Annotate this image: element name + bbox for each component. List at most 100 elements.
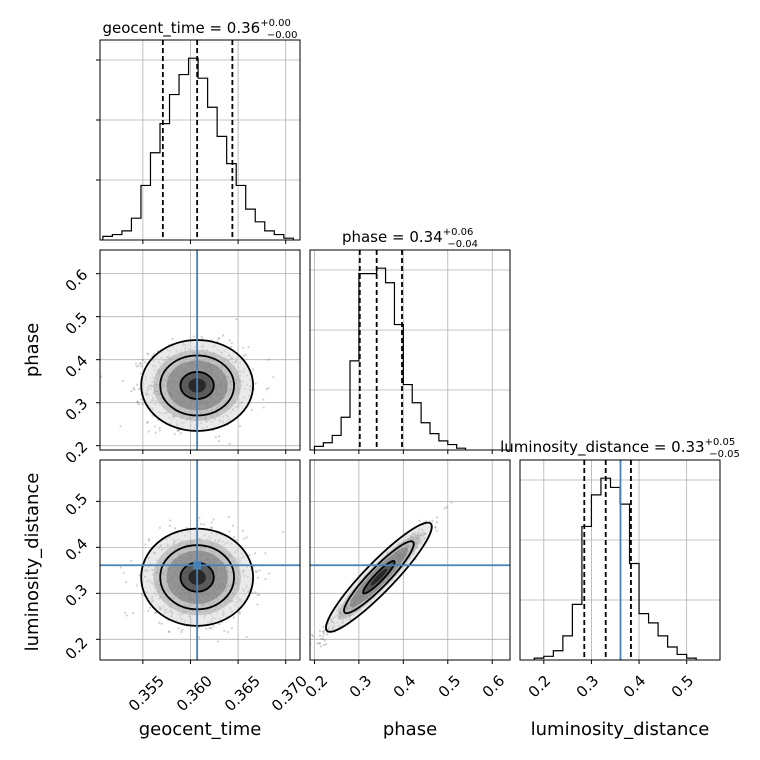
x-axis-label-luminosity-distance: luminosity_distance [531,719,710,740]
scatter-point [160,622,163,625]
scatter-point [139,372,142,375]
scatter-point [217,337,220,340]
scatter-point [158,526,161,529]
scatter-point [168,524,171,527]
scatter-point [137,403,140,406]
panel-content [310,250,510,450]
scatter-point [264,552,267,555]
y-ticks-luminosity-distance: 0.2 0.3 0.4 0.5 [62,490,92,664]
y-tick-label: 0.2 [62,634,92,664]
scatter-point [268,572,271,575]
scatter-point [136,383,139,386]
scatter-point [254,382,257,385]
scatter-phase-vs-luminosity-distance-panel [298,459,511,667]
scatter-point [144,543,147,546]
scatter-point [434,525,437,529]
y-axis-label-luminosity-distance: luminosity_distance [22,473,43,652]
scatter-point [223,629,226,633]
x-tick-label: 0.3 [346,672,376,702]
scatter-point [228,530,231,533]
x-tick-label: 0.3 [573,672,603,702]
scatter-point [153,425,157,428]
scatter-point [138,574,141,577]
scatter-point [124,581,127,584]
scatter-point [152,352,155,355]
scatter-point [119,566,122,569]
scatter-point [265,388,268,391]
scatter-point [200,523,203,526]
hist-phase-panel [309,249,511,454]
scatter-point [125,614,128,617]
scatter-point [123,611,127,614]
scatter-point [132,387,135,390]
scatter-point [228,339,231,342]
scatter-point [148,606,152,609]
scatter-point [244,353,247,356]
scatter-point [282,531,285,534]
y-tick-label: 0.4 [62,352,92,382]
panel-content [100,40,300,240]
scatter-point [258,569,261,572]
scatter-point [445,506,448,509]
contour-line [362,560,396,595]
scatter-point [169,519,172,522]
scatter-point [140,365,143,368]
scatter-point [154,611,158,614]
scatter-point [176,429,179,432]
scatter-point [173,433,176,436]
scatter-point [436,516,439,519]
scatter-point [434,526,437,529]
x-tick-label: 0.360 [173,672,216,715]
scatter-point [147,430,150,433]
hist-geocent-time-panel [96,39,301,244]
scatter-point [139,362,143,365]
scatter-point [262,406,265,409]
x-ticks-luminosity-distance: 0.2 0.3 0.4 0.5 [525,672,698,702]
scatter-point [256,603,259,606]
panel-content [100,250,300,450]
scatter-point [154,611,157,614]
scatter-point [318,634,321,637]
scatter-point [311,635,315,638]
scatter-point [154,431,157,434]
scatter-point [144,361,147,364]
scatter-point [148,537,151,541]
title-luminosity-distance: luminosity_distance = 0.33+0.05 −0.05 [500,437,740,460]
scatter-point [208,626,211,630]
scatter-point [134,362,137,365]
scatter-point [226,630,230,634]
scatter-point [431,519,434,522]
scatter-point [298,665,300,667]
scatter-point [100,375,103,378]
scatter-point [141,358,144,362]
scatter-point [242,354,245,357]
scatter-point [239,425,242,428]
scatter-point [418,519,421,522]
x-axis-label-phase: phase [383,719,437,740]
scatter-point [316,642,319,645]
scatter-point [250,409,253,412]
x-tick-label: 0.370 [268,672,311,715]
scatter-point [135,584,139,587]
scatter-point [218,337,221,340]
scatter-point [209,526,212,529]
scatter-point [212,625,215,628]
scatter-point [264,577,267,581]
x-tick-label: 0.355 [125,672,168,715]
scatter-point [218,435,221,438]
y-ticks-phase: 0.2 0.3 0.4 0.5 0.6 [62,266,92,468]
scatter-point [252,368,255,371]
scatter-point [214,436,218,439]
scatter-point [121,379,124,382]
hist-luminosity-distance-panel [519,459,721,664]
panel-content [100,460,300,660]
scatter-point [130,390,133,393]
panel-frame [99,459,301,661]
scatter-point [198,516,201,519]
scatter-point [238,612,242,615]
scatter-point [251,591,254,595]
scatter-point [136,400,140,403]
scatter-geocent-time-vs-luminosity-distance-panel [96,459,301,664]
scatter-point [158,621,161,624]
scatter-point [241,529,244,532]
